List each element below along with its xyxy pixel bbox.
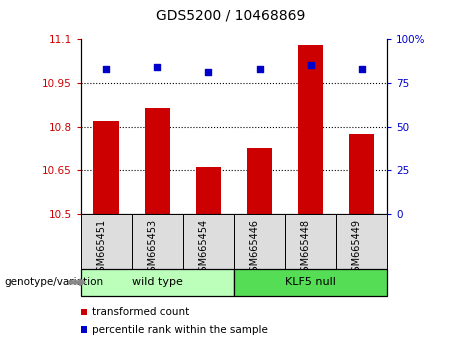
Bar (145, 108, 170, 214)
Bar (132, 214, 183, 269)
Bar (298, 45, 323, 214)
Bar (234, 269, 387, 296)
Point (307, 62, 314, 68)
Text: GSM665453: GSM665453 (148, 218, 157, 278)
Point (205, 69, 212, 75)
Text: transformed count: transformed count (92, 307, 189, 317)
Bar (247, 148, 272, 214)
Point (358, 66, 366, 72)
Text: GDS5200 / 10468869: GDS5200 / 10468869 (156, 9, 305, 23)
Point (102, 66, 110, 72)
Text: KLF5 null: KLF5 null (285, 277, 336, 287)
Text: GSM665454: GSM665454 (198, 218, 208, 278)
Bar (195, 167, 221, 214)
Bar (183, 214, 234, 269)
Bar (234, 214, 285, 269)
Text: wild type: wild type (132, 277, 183, 287)
Text: percentile rank within the sample: percentile rank within the sample (92, 325, 267, 335)
Bar (349, 134, 374, 214)
Text: genotype/variation: genotype/variation (5, 277, 104, 287)
Bar (81, 269, 234, 296)
Text: GSM665449: GSM665449 (352, 218, 362, 278)
Point (256, 66, 263, 72)
Text: GSM665446: GSM665446 (249, 218, 260, 278)
Bar (336, 214, 387, 269)
Point (154, 64, 161, 70)
Bar (81, 214, 132, 269)
Bar (94, 121, 119, 214)
Text: GSM665448: GSM665448 (301, 218, 311, 278)
Text: GSM665451: GSM665451 (96, 218, 106, 278)
Bar (285, 214, 336, 269)
